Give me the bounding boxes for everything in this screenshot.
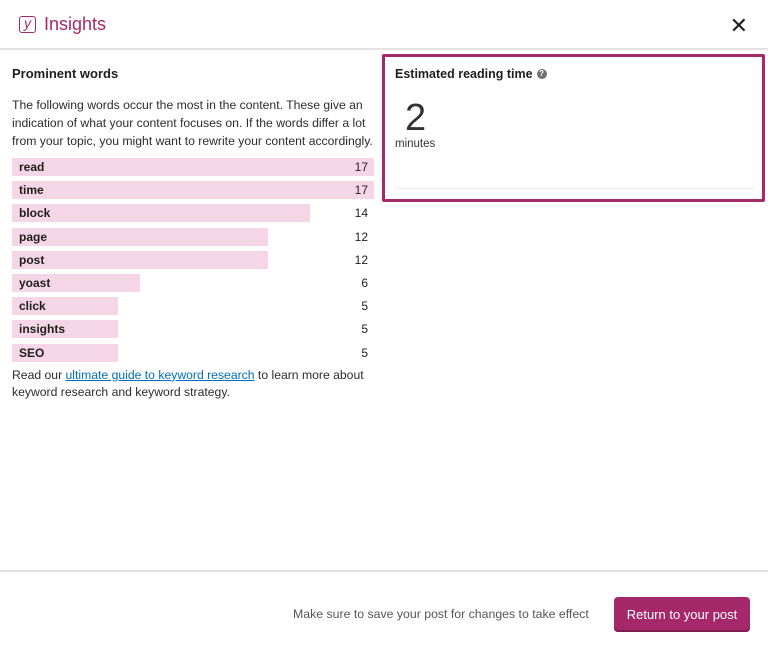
modal-footer: Make sure to save your post for changes … [0, 570, 768, 652]
yoast-logo-icon: y [19, 15, 36, 33]
prominent-word-count: 17 [354, 160, 368, 174]
prominent-word-row: SEO 5 [12, 343, 374, 362]
prominent-word-row: time 17 [12, 181, 374, 200]
modal-title: Insights [44, 13, 107, 34]
prominent-word-count: 12 [354, 252, 368, 267]
prominent-words-list: read 17 time 17 block 14 page 12 post 12 yoast 6 cli… [12, 158, 374, 362]
prominent-word-bar [12, 320, 119, 339]
prominent-word-row: post 12 [12, 250, 374, 269]
prominent-word-count: 14 [354, 206, 368, 221]
reading-time-value: 2 [405, 97, 427, 139]
prominent-word-bar [12, 158, 374, 176]
prominent-word: block [19, 206, 51, 221]
prominent-word-bar [12, 343, 119, 362]
save-note: Make sure to save your post for changes … [293, 607, 589, 621]
prominent-word-count: 5 [361, 322, 368, 337]
prominent-word-row: yoast 6 [12, 273, 374, 292]
prominent-word-count: 5 [361, 345, 368, 360]
prominent-word: post [19, 252, 45, 267]
prominent-word-row: click 5 [12, 297, 374, 316]
prominent-word: yoast [19, 275, 51, 290]
help-icon[interactable]: ? [536, 69, 547, 79]
note-text: to learn more about keyword research and… [12, 367, 364, 399]
prominent-word-row: page 12 [12, 227, 374, 246]
prominent-word-count: 17 [354, 183, 368, 198]
prominent-word-count: 6 [361, 275, 368, 290]
prominent-word: click [19, 299, 46, 314]
prominent-words-section: Prominent words The following words occu… [12, 66, 374, 401]
prominent-word-row: insights 5 [12, 320, 374, 339]
prominent-word: read [19, 160, 45, 174]
prominent-word-count: 5 [361, 299, 368, 314]
prominent-word: insights [19, 322, 66, 337]
prominent-word-bar [12, 204, 311, 223]
reading-time-card: Estimated reading time? 2 minutes [382, 54, 765, 202]
return-to-post-button[interactable]: Return to your post [614, 597, 750, 632]
prominent-word: SEO [19, 345, 45, 360]
prominent-word-count: 12 [354, 229, 368, 244]
prominent-word-bar [12, 181, 374, 200]
prominent-word-row: block 14 [12, 204, 374, 223]
prominent-word: time [19, 183, 44, 198]
prominent-word: page [19, 229, 48, 244]
modal-header: y Insights ✕ [0, 0, 768, 50]
keyword-research-link[interactable]: ultimate guide to keyword research [65, 367, 255, 382]
divider [397, 188, 754, 189]
prominent-words-description: The following words occur the most in th… [12, 98, 373, 148]
reading-time-unit: minutes [395, 138, 436, 150]
prominent-word-bar [12, 250, 268, 269]
reading-time-heading: Estimated reading time? [395, 67, 752, 81]
close-icon[interactable]: ✕ [729, 13, 748, 38]
prominent-word-bar [12, 227, 268, 246]
keyword-research-note: Read our ultimate guide to keyword resea… [12, 367, 374, 401]
note-text: Read our [12, 367, 66, 382]
reading-time-label: Estimated reading time [395, 67, 533, 81]
prominent-word-bar [12, 297, 119, 316]
prominent-word-bar [12, 273, 140, 292]
prominent-words-heading: Prominent words [12, 66, 119, 81]
prominent-word-row: read 17 [12, 158, 374, 176]
